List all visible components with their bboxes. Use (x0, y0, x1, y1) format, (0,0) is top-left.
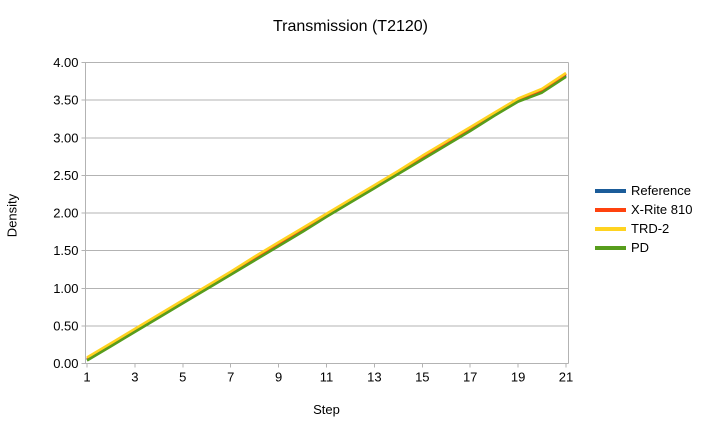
y-tick-label: 1.50 (53, 243, 78, 258)
y-tick-label: 3.00 (53, 130, 78, 145)
legend-swatch (595, 188, 626, 193)
series-line-trd-2 (86, 71, 567, 359)
x-tick-label: 11 (320, 370, 334, 385)
x-tick-label: 9 (275, 370, 282, 385)
legend: Reference X-Rite 810 TRD-2 PD (595, 181, 692, 257)
chart-title: Transmission (T2120) (272, 18, 428, 35)
legend-swatch (595, 226, 626, 231)
x-tick-label: 21 (559, 370, 573, 385)
legend-item: X-Rite 810 (595, 200, 692, 219)
x-tick-label: 13 (367, 370, 381, 385)
y-tick-label: 2.00 (53, 206, 78, 221)
y-tick-label: 1.00 (53, 281, 78, 296)
x-tick-label: 15 (415, 370, 429, 385)
x-axis-title: Step (313, 402, 340, 417)
legend-item: Reference (595, 181, 692, 200)
legend-label: TRD-2 (631, 221, 670, 236)
y-tick-label: 2.50 (53, 168, 78, 183)
x-tick-label: 1 (83, 370, 90, 385)
x-tick-label: 17 (463, 370, 477, 385)
y-tick-label: 0.50 (53, 318, 78, 333)
legend-item: PD (595, 238, 692, 257)
x-tick-label: 5 (179, 370, 186, 385)
y-tick-label: 0.00 (53, 356, 78, 371)
legend-label: Reference (631, 183, 691, 198)
x-tick-label: 19 (511, 370, 525, 385)
legend-label: PD (631, 240, 650, 255)
y-tick-label: 4.00 (53, 55, 78, 70)
x-tick-label: 7 (227, 370, 234, 385)
y-tick-label: 3.50 (53, 93, 78, 108)
legend-label: X-Rite 810 (631, 202, 693, 217)
legend-swatch (595, 245, 626, 250)
series-line-pd (86, 75, 567, 362)
legend-swatch (595, 207, 626, 212)
x-tick-label: 3 (131, 370, 138, 385)
legend-item: TRD-2 (595, 219, 692, 238)
